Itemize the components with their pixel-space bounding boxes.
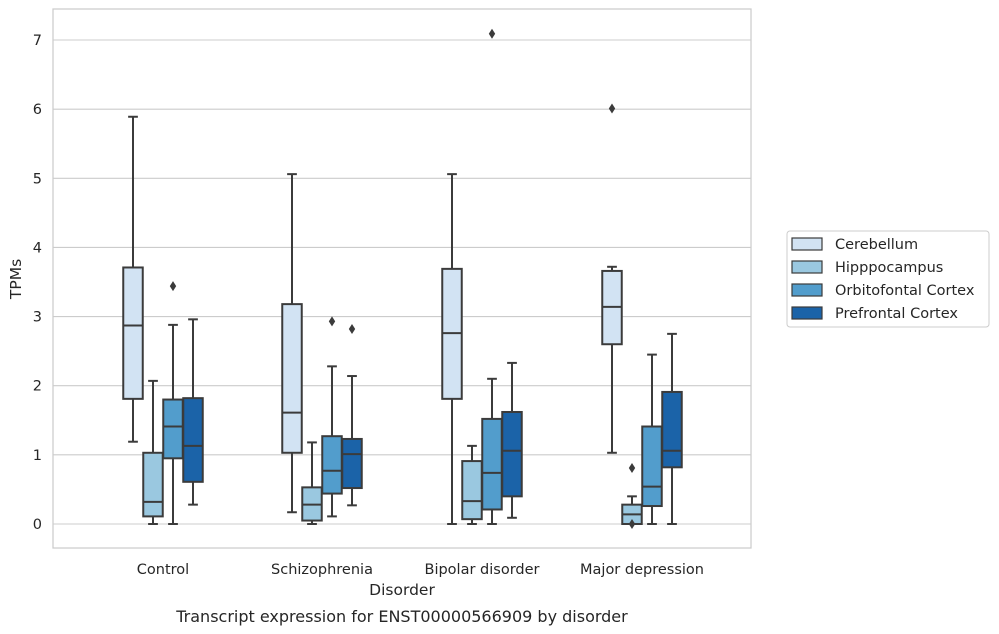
x-tick-labels: Control Schizophrenia Bipolar disorder Majo… bbox=[137, 562, 704, 578]
y-tick-label: 1 bbox=[33, 448, 42, 464]
y-tick-labels: 0 1 2 3 4 5 6 7 bbox=[33, 33, 42, 533]
chart-title: Transcript expression for ENST0000056690… bbox=[175, 607, 628, 626]
x-tick-label: Control bbox=[137, 562, 189, 578]
box-3-0 bbox=[601, 103, 623, 454]
outlier-point bbox=[488, 28, 496, 39]
y-tick-label: 5 bbox=[33, 171, 42, 187]
legend-swatch bbox=[791, 306, 823, 320]
x-axis-title: Disorder bbox=[369, 581, 435, 599]
y-tick-label: 2 bbox=[33, 379, 42, 395]
legend-label: Orbitofontal Cortex bbox=[835, 283, 975, 299]
legend-item: Prefrontal Cortex bbox=[791, 306, 958, 322]
box-0-0 bbox=[122, 115, 144, 443]
iqr-box bbox=[461, 460, 483, 521]
box-layer bbox=[122, 28, 683, 529]
box-0-1 bbox=[142, 379, 164, 525]
y-tick-label: 7 bbox=[33, 33, 42, 49]
y-tick-label: 3 bbox=[33, 310, 42, 326]
y-tick-label: 4 bbox=[33, 240, 42, 256]
iqr-box bbox=[162, 398, 184, 460]
iqr-box bbox=[321, 435, 343, 495]
y-tick-label: 6 bbox=[33, 102, 42, 118]
box-1-2 bbox=[321, 316, 343, 518]
x-tick-label: Schizophrenia bbox=[271, 562, 373, 578]
iqr-box bbox=[501, 410, 523, 498]
box-2-0 bbox=[441, 173, 463, 525]
box-1-0 bbox=[281, 173, 303, 514]
iqr-box bbox=[641, 425, 663, 508]
legend-item: Orbitofontal Cortex bbox=[791, 283, 975, 299]
legend-items: Cerebellum Hipppocampus Orbitofontal Corte… bbox=[791, 237, 975, 322]
legend-label: Prefrontal Cortex bbox=[835, 306, 958, 322]
box-3-2 bbox=[641, 353, 663, 525]
legend-label: Hipppocampus bbox=[835, 260, 943, 276]
box-1-1 bbox=[301, 441, 323, 525]
outlier-point bbox=[169, 281, 177, 292]
iqr-box bbox=[481, 417, 503, 511]
box-2-3 bbox=[501, 361, 523, 519]
box-3-1 bbox=[621, 462, 643, 529]
outlier-point bbox=[628, 519, 636, 529]
iqr-box bbox=[182, 397, 204, 483]
iqr-box bbox=[281, 303, 303, 454]
x-tick-label: Bipolar disorder bbox=[425, 562, 540, 578]
y-tick-label: 0 bbox=[33, 517, 42, 533]
iqr-box bbox=[341, 437, 363, 490]
iqr-box bbox=[122, 266, 144, 400]
legend-swatch bbox=[791, 237, 823, 251]
x-tick-label: Major depression bbox=[580, 562, 704, 578]
plot-frame bbox=[52, 8, 752, 549]
outlier-point bbox=[608, 103, 616, 114]
outlier-point bbox=[348, 324, 356, 335]
legend-swatch bbox=[791, 260, 823, 274]
legend-item: Hipppocampus bbox=[791, 260, 943, 276]
legend-frame bbox=[786, 230, 990, 328]
legend: Cerebellum Hipppocampus Orbitofontal Corte… bbox=[786, 230, 990, 328]
box-3-3 bbox=[661, 332, 683, 525]
y-axis-title: TPMs bbox=[7, 259, 25, 300]
iqr-box bbox=[661, 390, 683, 469]
legend-label: Cerebellum bbox=[835, 237, 918, 253]
box-1-3 bbox=[341, 324, 363, 507]
box-0-3 bbox=[182, 318, 204, 506]
outlier-point bbox=[628, 462, 636, 473]
legend-swatch bbox=[791, 283, 823, 297]
outlier-point bbox=[328, 316, 336, 327]
box-0-2 bbox=[162, 281, 184, 525]
legend-item: Cerebellum bbox=[791, 237, 918, 253]
box-2-2 bbox=[481, 28, 503, 525]
box-2-1 bbox=[461, 444, 483, 525]
iqr-box bbox=[142, 451, 164, 518]
